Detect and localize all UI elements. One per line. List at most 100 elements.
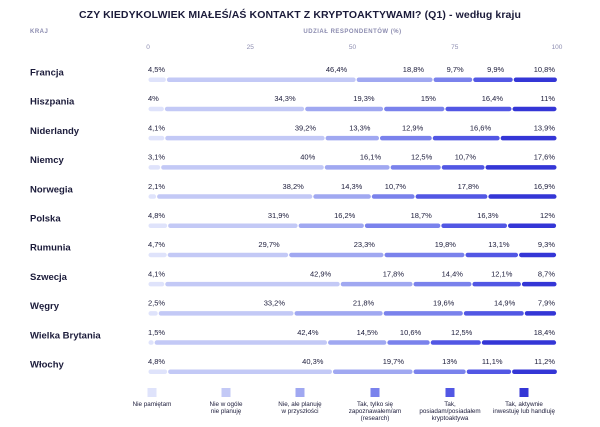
data-label: 9,3% (538, 240, 555, 249)
data-label: 11,2% (534, 357, 555, 366)
bar-segment (383, 311, 463, 316)
category-column-header: KRAJ (30, 29, 49, 35)
bar-segment (148, 369, 168, 374)
data-label: 40% (300, 153, 315, 162)
bar-segment (148, 135, 165, 141)
x-tick-label: 25 (247, 44, 255, 51)
country-label: Polska (30, 214, 61, 225)
legend-swatch (370, 388, 380, 397)
data-label: 4,1% (148, 123, 165, 132)
bar-segment (148, 281, 165, 287)
bar-segment (148, 311, 158, 316)
bar-segment (390, 165, 441, 170)
bar-segment (473, 77, 513, 82)
legend-label: Tak, tylko się zapoznawałem/am (research) (349, 401, 402, 422)
bar-segment (325, 135, 379, 141)
data-label: 17,6% (534, 153, 556, 162)
data-label: 18,4% (534, 328, 556, 337)
bar-segment (158, 311, 294, 316)
data-label: 7,9% (538, 299, 555, 308)
data-label: 17,8% (458, 182, 480, 191)
bar-segment (432, 135, 500, 141)
bar-segment (463, 311, 524, 316)
bar-segment (328, 340, 387, 345)
bar-segment (154, 340, 328, 345)
data-label: 10,7% (455, 153, 477, 162)
legend-label: Nie pamiętam (133, 401, 172, 408)
data-label: 12,1% (491, 269, 513, 278)
bar-segment (166, 77, 356, 82)
data-label: 14,3% (341, 182, 363, 191)
data-label: 18,8% (403, 65, 425, 74)
country-label: Szwecja (30, 272, 68, 283)
country-label: Hiszpania (30, 97, 75, 108)
data-label: 12,5% (451, 328, 473, 337)
bar-segment (472, 281, 521, 287)
country-label: Norwegia (30, 184, 73, 195)
data-label: 4,1% (148, 269, 165, 278)
data-label: 34,3% (274, 94, 296, 103)
bar-segment (441, 223, 508, 228)
bar-segment (148, 340, 154, 345)
bar-segment (289, 252, 384, 258)
data-label: 3,1% (148, 153, 165, 162)
data-label: 46,4% (326, 65, 348, 74)
data-label: 4,5% (148, 65, 165, 74)
data-label: 13,1% (488, 240, 510, 249)
legend-swatch (221, 388, 231, 397)
bar-segment (148, 252, 167, 258)
data-label: 15% (421, 94, 436, 103)
legend-label: Nie, ale planuję w przyszłości (278, 401, 322, 415)
bar-segment (481, 340, 557, 345)
bar-segment (430, 340, 481, 345)
country-label: Węgry (30, 301, 60, 312)
data-label: 2,5% (148, 299, 165, 308)
data-label: 11% (541, 94, 556, 103)
bar-segment (167, 252, 289, 258)
data-label: 42,4% (297, 328, 319, 337)
legend-swatch (147, 388, 157, 397)
data-label: 19,6% (433, 299, 455, 308)
bar-segment (313, 194, 371, 199)
bar-segment (148, 194, 157, 199)
x-tick-label: 75 (451, 44, 459, 51)
data-label: 16,4% (482, 94, 504, 103)
country-label: Francja (30, 68, 65, 79)
data-label: 9,9% (487, 65, 504, 74)
bar-segment (384, 252, 465, 258)
bar-segment (512, 369, 557, 374)
bar-segment (413, 281, 472, 287)
data-label: 23,3% (354, 240, 376, 249)
data-label: 16,6% (470, 123, 492, 132)
bar-segment (433, 77, 473, 82)
bar-segment (324, 165, 390, 170)
legend-swatch (295, 388, 305, 397)
bar-segment (168, 369, 332, 374)
bar-segment (441, 165, 485, 170)
bar-segment (148, 77, 166, 82)
bar-segment (148, 223, 168, 228)
data-label: 8,7% (538, 269, 555, 278)
data-label: 12,5% (411, 153, 433, 162)
data-label: 21,8% (353, 299, 375, 308)
bar-segment (387, 340, 430, 345)
data-label: 12,9% (402, 123, 424, 132)
bar-segment (332, 369, 413, 374)
x-tick-label: 50 (349, 44, 357, 51)
data-label: 9,7% (447, 65, 464, 74)
bar-segment (513, 77, 557, 82)
data-label: 42,9% (310, 269, 332, 278)
legend-swatch (519, 388, 529, 397)
bar-segment (364, 223, 441, 228)
bar-segment (164, 106, 305, 112)
bar-segment (168, 223, 298, 228)
bar-segment (305, 106, 384, 112)
bar-segment (340, 281, 413, 287)
data-label: 4,8% (148, 211, 165, 220)
bar-segment (165, 281, 340, 287)
legend-label: Nie w ogóle nie planuję (210, 401, 243, 415)
data-label: 17,8% (383, 269, 405, 278)
legend-label: Tak, aktywnie inwestuję lub handluję (493, 401, 555, 415)
legend-label: Tak, posiadam/posiadałem kryptoaktywa (419, 401, 480, 422)
